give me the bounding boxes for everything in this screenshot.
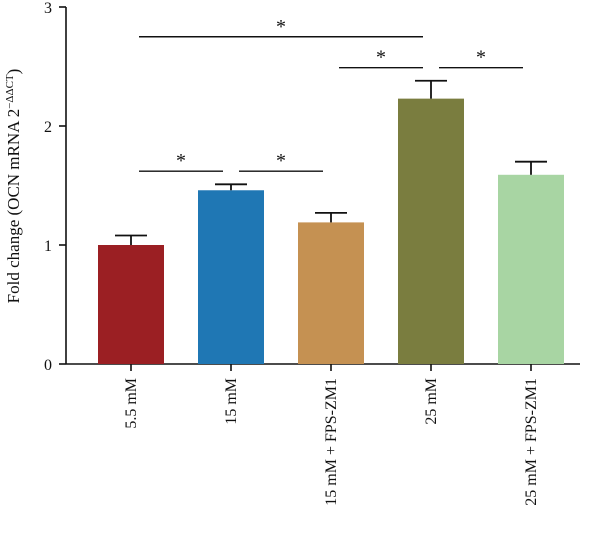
- y-tick-label: 0: [44, 357, 52, 374]
- x-tick-label: 25 mM: [423, 378, 440, 425]
- significance-star: *: [476, 47, 486, 69]
- bars: [98, 98, 564, 364]
- bar: [298, 222, 364, 364]
- x-tick-label: 15 mM + FPS-ZM1: [323, 378, 340, 506]
- significance-star: *: [176, 150, 186, 172]
- bar: [398, 98, 464, 364]
- y-axis-title: Fold change (OCN mRNA 2−ΔΔCT): [4, 69, 23, 304]
- significance-star: *: [276, 150, 286, 172]
- y-tick-label: 1: [44, 238, 52, 255]
- error-bars: [115, 79, 547, 245]
- significance-star: *: [276, 16, 286, 38]
- significance-star: *: [376, 47, 386, 69]
- x-tick-label: 25 mM + FPS-ZM1: [523, 378, 540, 506]
- y-axis: 0 1 2 3: [44, 0, 67, 374]
- bar: [198, 190, 264, 364]
- x-tick-label: 15 mM: [223, 378, 240, 425]
- bar: [98, 245, 164, 364]
- x-tick-label: 5.5 mM: [123, 378, 140, 429]
- y-tick-label: 3: [44, 0, 52, 17]
- y-axis-title-superscript: −ΔΔCT: [4, 74, 16, 109]
- y-tick-label: 2: [44, 119, 52, 136]
- x-axis: 5.5 mM 15 mM 15 mM + FPS-ZM1 25 mM 25 mM + F…: [66, 363, 580, 506]
- bar: [498, 174, 564, 364]
- significance-markers: * * * * *: [139, 16, 523, 172]
- y-axis-title-close: ): [4, 69, 23, 75]
- y-axis-title-main: Fold change (OCN mRNA 2: [4, 109, 23, 304]
- y-axis-label: Fold change (OCN mRNA 2−ΔΔCT): [4, 69, 23, 304]
